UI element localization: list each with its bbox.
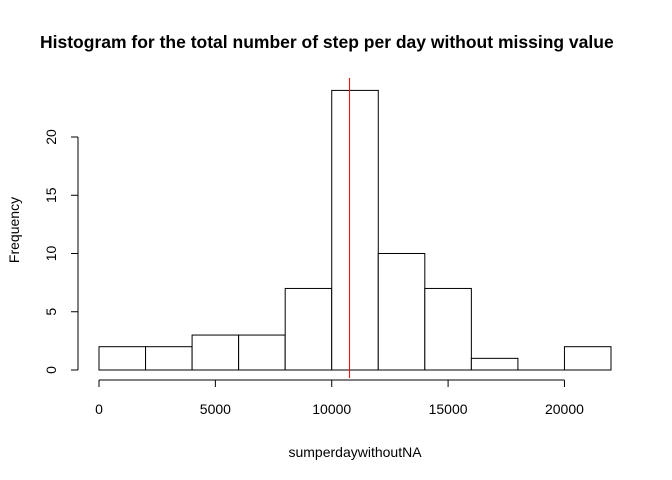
- histogram-bar: [191, 334, 240, 371]
- histogram-bar: [563, 346, 612, 371]
- y-axis: 0 5 10 15 20: [43, 129, 79, 374]
- histogram-bar: [377, 253, 426, 371]
- x-tick-label: 20000: [545, 401, 584, 417]
- bars-group: [98, 89, 612, 371]
- y-tick-label: 5: [43, 308, 59, 316]
- y-axis-label: Frequency: [6, 197, 22, 263]
- y-tick-label: 0: [43, 366, 59, 374]
- histogram-bar: [331, 89, 379, 371]
- x-axis: 0 5000 10000 15000 20000: [95, 379, 584, 417]
- x-axis-label: sumperdaywithoutNA: [288, 444, 422, 460]
- histogram-bar: [145, 346, 193, 371]
- x-tick-label: 0: [95, 401, 103, 417]
- x-tick-label: 15000: [429, 401, 468, 417]
- y-tick-label: 10: [43, 246, 59, 262]
- x-tick-label: 10000: [312, 401, 351, 417]
- histogram-bar: [424, 287, 472, 371]
- histogram-bar: [98, 346, 147, 371]
- x-tick-label: 5000: [200, 401, 231, 417]
- chart-title: Histogram for the total number of step p…: [40, 32, 614, 52]
- y-tick-label: 20: [43, 129, 59, 145]
- histogram-bar: [238, 334, 286, 371]
- y-tick-label: 15: [43, 187, 59, 203]
- histogram-bar: [284, 287, 333, 371]
- histogram-bar: [470, 357, 519, 371]
